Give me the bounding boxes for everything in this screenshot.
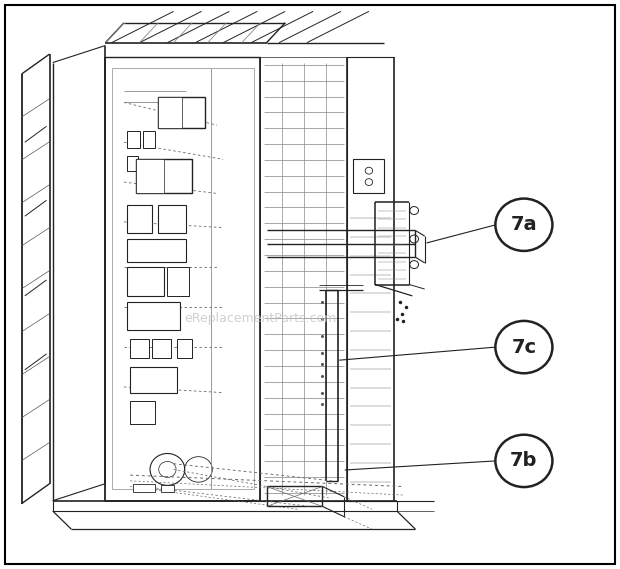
Bar <box>161 485 174 492</box>
Bar <box>127 302 180 330</box>
Circle shape <box>495 321 552 373</box>
Bar <box>158 97 182 128</box>
Bar <box>143 131 155 148</box>
Text: 7a: 7a <box>511 215 537 234</box>
Bar <box>167 267 189 296</box>
Bar <box>127 239 186 262</box>
Text: eReplacementParts.com: eReplacementParts.com <box>184 312 337 325</box>
Bar <box>133 484 155 492</box>
Bar <box>158 205 186 233</box>
Bar <box>130 339 149 358</box>
Text: 7b: 7b <box>510 451 538 471</box>
Bar <box>136 159 192 193</box>
Bar <box>127 156 138 171</box>
Bar <box>130 367 177 393</box>
Bar <box>127 131 140 148</box>
Bar <box>158 97 205 128</box>
Bar <box>127 267 164 296</box>
Bar <box>177 339 192 358</box>
Circle shape <box>495 435 552 487</box>
Text: 7c: 7c <box>512 337 536 357</box>
Circle shape <box>495 199 552 251</box>
Bar <box>353 159 384 193</box>
Bar <box>152 339 171 358</box>
Bar <box>136 159 164 193</box>
Bar <box>130 401 155 424</box>
Bar <box>127 205 152 233</box>
